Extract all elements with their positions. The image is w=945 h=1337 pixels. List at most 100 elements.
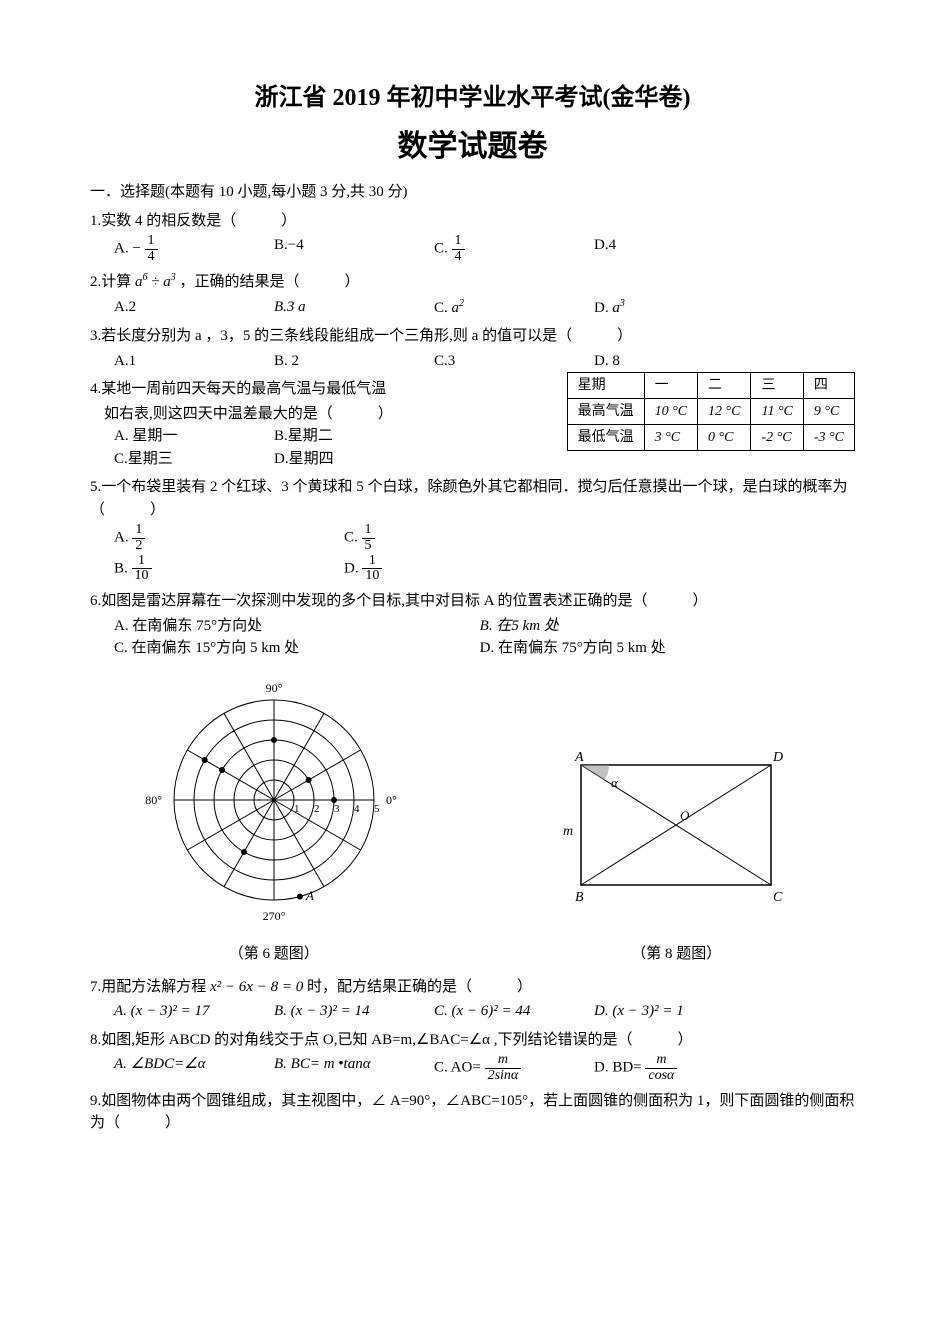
q4-r0c0: 最高气温 — [567, 399, 644, 425]
q3-opt-c: C.3 — [434, 350, 584, 373]
q7-options: A. (x − 3)² = 17 B. (x − 3)² = 14 C. (x … — [114, 1000, 855, 1023]
radar-bottom-label: 270° — [262, 909, 285, 923]
q2-opt-c: C. a2 — [434, 296, 584, 320]
q8-c-pre: C. AO= — [434, 1060, 485, 1076]
q7-opt-d: D. (x − 3)² = 1 — [594, 1000, 744, 1023]
fig8-A: A — [574, 750, 584, 765]
q6-b-label: B. 在5 km 处 — [480, 618, 559, 634]
q7-pre: 7.用配方法解方程 — [90, 979, 210, 995]
q7-opt-c: C. (x − 6)² = 44 — [434, 1000, 584, 1023]
q5-a-d: 2 — [132, 539, 145, 554]
fig8-C: C — [773, 890, 783, 905]
q5-d-n: 1 — [362, 554, 382, 570]
fig8-m: m — [563, 824, 573, 839]
q4-stem1: 4.某地一周前四天每天的最高气温与最低气温 — [90, 378, 555, 401]
q8-d-pre: D. BD= — [594, 1060, 645, 1076]
radar-right-label: 0° — [386, 793, 397, 807]
q7-opt-a: A. (x − 3)² = 17 — [114, 1000, 264, 1023]
q2-opt-b: B.3 a — [274, 296, 424, 320]
q4-th-0: 星期 — [567, 373, 644, 399]
q5-b-label: B. — [114, 560, 132, 576]
q2-c-expr: a2 — [452, 300, 465, 316]
question-8: 8.如图,矩形 ABCD 的对角线交于点 O,已知 AB=m,∠BAC=∠α ,… — [90, 1029, 855, 1052]
q8-figure: α A D B C O m — [551, 750, 801, 930]
radar-figure-wrap: 1 2 3 4 5 90° 0° 180° 270° — [144, 670, 404, 966]
q4-th-2: 二 — [698, 373, 751, 399]
q4-r1c1: 3 °C — [644, 425, 697, 451]
q2-opt-d: D. a3 — [594, 296, 744, 320]
q7-opt-b: B. (x − 3)² = 14 — [274, 1000, 424, 1023]
q2-d-pre: D. — [594, 300, 612, 316]
q4-r0c3: 11 °C — [751, 399, 803, 425]
q2-c-exp: 2 — [459, 298, 464, 309]
q5-c-n: 1 — [362, 523, 375, 539]
q4-th-1: 一 — [644, 373, 697, 399]
q5-opt-a: A. 12 — [114, 523, 334, 553]
q8-figure-wrap: α A D B C O m （第 8 题图） — [551, 750, 801, 966]
q4-stem2: 如右表,则这四天中温差最大的是（ ） — [104, 403, 555, 426]
figure-row: 1 2 3 4 5 90° 0° 180° 270° — [90, 670, 855, 966]
radar-caption: （第 6 题图） — [144, 943, 404, 966]
q2-stem-post: ，正确的结果是（ ） — [180, 274, 360, 290]
q5-c-label: C. — [344, 530, 362, 546]
q4-r0c4: 9 °C — [803, 399, 854, 425]
q8-opt-a: A. ∠BDC=∠α — [114, 1053, 264, 1083]
q6-opt-b: B. 在5 km 处 — [480, 615, 836, 638]
question-4-row: 4.某地一周前四天每天的最高气温与最低气温 如右表,则这四天中温差最大的是（ ）… — [90, 372, 855, 470]
q4-r1c3: -2 °C — [751, 425, 803, 451]
q2-d-exp: 3 — [620, 298, 625, 309]
q5-c-d: 5 — [362, 539, 375, 554]
q5-options: A. 12 C. 15 B. 110 D. 110 — [114, 523, 855, 584]
fig8-B: B — [575, 890, 584, 905]
q1-b-label: B.−4 — [274, 237, 304, 253]
q1-opt-b: B.−4 — [274, 234, 424, 264]
q4-tr-header: 星期 一 二 三 四 — [567, 373, 854, 399]
fig8-D: D — [772, 750, 783, 765]
q5-d-d: 10 — [362, 569, 382, 584]
q5-opt-b: B. 110 — [114, 554, 334, 584]
page-title-2: 数学试题卷 — [90, 124, 855, 169]
q8-opt-c: C. AO= m2sinα — [434, 1053, 584, 1083]
q4-options-2: C.星期三 D.星期四 — [114, 448, 555, 471]
q6-d-label: D. 在南偏东 75°方向 5 km 处 — [480, 640, 666, 656]
page-title-1: 浙江省 2019 年初中学业水平考试(金华卷) — [90, 80, 855, 116]
fig8-alpha: α — [611, 775, 619, 790]
q2-c-base: a — [452, 300, 460, 316]
q2-c-pre: C. — [434, 300, 452, 316]
q4-opt-c: C.星期三 — [114, 448, 264, 471]
radar-figure: 1 2 3 4 5 90° 0° 180° 270° — [144, 670, 404, 930]
q5-opt-c: C. 15 — [344, 523, 564, 553]
q4-options: A. 星期一 B.星期二 — [114, 425, 555, 448]
q1-stem: 1.实数 4 的相反数是（ ） — [90, 213, 296, 229]
q7-post: 时，配方结果正确的是（ ） — [307, 979, 532, 995]
q4-r1c2: 0 °C — [698, 425, 751, 451]
q1-c-frac-n: 1 — [452, 234, 465, 250]
q4-r1c4: -3 °C — [803, 425, 854, 451]
q1-c-label: C. — [434, 241, 452, 257]
q2-opt-a: A.2 — [114, 296, 264, 320]
q2-d-base: a — [612, 300, 620, 316]
fig8-O: O — [680, 808, 690, 823]
q1-c-frac-d: 4 — [452, 250, 465, 265]
q4-tr-1: 最高气温 10 °C 12 °C 11 °C 9 °C — [567, 399, 854, 425]
q5-b-d: 10 — [132, 569, 152, 584]
q5-b-n: 1 — [132, 554, 152, 570]
q6-opt-a: A. 在南偏东 75°方向处 — [114, 615, 470, 638]
q4-opt-b: B.星期二 — [274, 425, 424, 448]
q4-table: 星期 一 二 三 四 最高气温 10 °C 12 °C 11 °C 9 °C 最… — [567, 372, 855, 451]
radar-top-label: 90° — [265, 681, 282, 695]
q4-r0c2: 12 °C — [698, 399, 751, 425]
svg-text:3: 3 — [334, 803, 340, 815]
q3-opt-b: B. 2 — [274, 350, 424, 373]
question-2: 2.计算 a6 ÷ a3 ，正确的结果是（ ） — [90, 270, 855, 294]
question-9: 9.如图物体由两个圆锥组成，其主视图中，∠ A=90°，∠ABC=105°，若上… — [90, 1090, 855, 1135]
q4-opt-a: A. 星期一 — [114, 425, 264, 448]
q4-tr-2: 最低气温 3 °C 0 °C -2 °C -3 °C — [567, 425, 854, 451]
q1-options: A. − 14 B.−4 C. 14 D.4 — [114, 234, 855, 264]
q3-opt-a: A.1 — [114, 350, 264, 373]
question-6: 6.如图是雷达屏幕在一次探测中发现的多个目标,其中对目标 A 的位置表述正确的是… — [90, 590, 855, 613]
svg-text:4: 4 — [354, 803, 360, 815]
q2-options: A.2 B.3 a C. a2 D. a3 — [114, 296, 855, 320]
svg-text:1: 1 — [294, 803, 300, 815]
q1-d-label: D.4 — [594, 237, 616, 253]
